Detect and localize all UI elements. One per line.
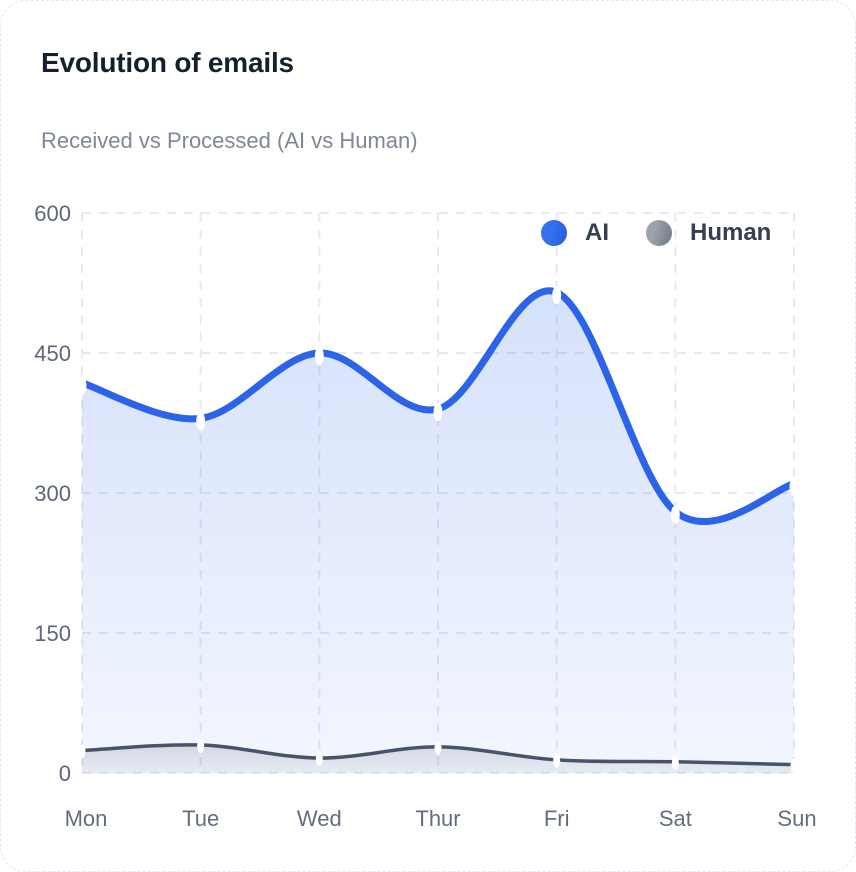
ai-data-point-marker (670, 505, 680, 524)
human-data-point-marker (671, 755, 679, 770)
y-axis-label: 300 (34, 481, 71, 506)
chart-subtitle: Received vs Processed (AI vs Human) (41, 128, 418, 153)
x-axis-label: Sun (777, 806, 816, 831)
human-data-point-marker (434, 740, 442, 755)
ai-data-point-marker (433, 403, 443, 421)
legend-label-human: Human (690, 219, 772, 246)
human-data-point-marker (315, 752, 323, 767)
x-axis-label: Tue (182, 806, 219, 831)
x-axis-label: Thur (415, 806, 460, 831)
chart-title: Evolution of emails (41, 47, 294, 78)
x-axis-label: Mon (65, 806, 108, 831)
y-axis-label: 150 (34, 621, 71, 646)
ai-data-point-marker (552, 286, 562, 305)
human-data-point-marker (197, 739, 205, 753)
legend-label-ai: AI (585, 219, 609, 246)
ai-data-point-marker (196, 412, 206, 431)
ai-data-point-marker (77, 376, 87, 395)
y-axis-label: 450 (34, 341, 71, 366)
y-axis-label: 600 (34, 201, 71, 226)
human-data-point-marker (553, 753, 561, 768)
ai-data-point-marker (789, 477, 799, 496)
y-axis-label: 0 (59, 761, 71, 786)
legend-item-human[interactable]: Human (646, 220, 771, 246)
chart-legend: AI Human (541, 220, 771, 246)
legend-item-ai[interactable]: AI (541, 220, 609, 246)
x-axis-label: Fri (544, 806, 570, 831)
human-area (82, 744, 794, 773)
ai-series-dot-icon (541, 220, 567, 246)
human-data-point-marker (78, 744, 86, 759)
human-series-dot-icon (646, 220, 672, 246)
ai-data-point-marker (314, 347, 324, 365)
human-data-point-marker (790, 758, 798, 773)
ai-area (82, 290, 794, 773)
x-axis-label: Sat (659, 806, 692, 831)
x-axis-label: Wed (297, 806, 342, 831)
